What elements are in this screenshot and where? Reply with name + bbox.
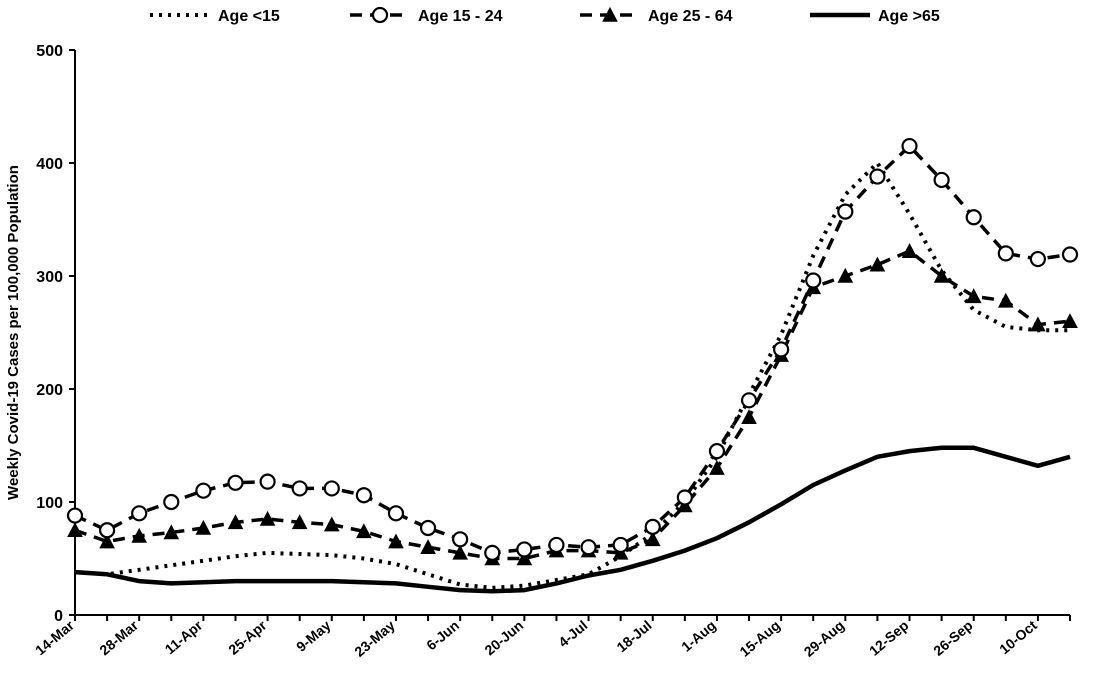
marker-age_15_24 [838, 205, 852, 219]
marker-age_15_24 [485, 546, 499, 560]
marker-age_15_24 [1063, 248, 1077, 262]
marker-age_15_24 [582, 540, 596, 554]
marker-age_15_24 [68, 509, 82, 523]
marker-age_15_24 [678, 490, 692, 504]
marker-age_15_24 [325, 481, 339, 495]
legend-label: Age >65 [878, 8, 940, 25]
marker-age_15_24 [293, 481, 307, 495]
y-tick-label: 200 [36, 382, 63, 399]
marker-age_15_24 [870, 170, 884, 184]
marker-age_15_24 [453, 532, 467, 546]
marker-age_15_24 [132, 506, 146, 520]
marker-age_15_24 [935, 173, 949, 187]
marker-age_15_24 [517, 542, 531, 556]
legend-label: Age 25 - 64 [648, 8, 733, 25]
marker-age_15_24 [228, 476, 242, 490]
legend-label: Age 15 - 24 [418, 8, 503, 25]
marker-age_15_24 [421, 521, 435, 535]
y-tick-label: 300 [36, 269, 63, 286]
y-tick-label: 100 [36, 495, 63, 512]
marker-age_15_24 [196, 484, 210, 498]
marker-age_15_24 [742, 393, 756, 407]
marker-age_15_24 [389, 506, 403, 520]
marker-age_15_24 [549, 538, 563, 552]
y-tick-label: 400 [36, 156, 63, 173]
marker-age_15_24 [806, 274, 820, 288]
marker-age_15_24 [967, 210, 981, 224]
marker-age_15_24 [710, 444, 724, 458]
marker-age_15_24 [1031, 252, 1045, 266]
y-tick-label: 500 [36, 43, 63, 60]
y-axis-label: Weekly Covid-19 Cases per 100,000 Popula… [5, 165, 22, 500]
chart-container: 010020030040050014-Mar28-Mar11-Apr25-Apr… [0, 0, 1095, 696]
marker-age_15_24 [903, 139, 917, 153]
marker-age_15_24 [999, 246, 1013, 260]
marker-age_15_24 [646, 520, 660, 534]
marker-age_15_24 [614, 538, 628, 552]
legend-label: Age <15 [218, 8, 280, 25]
marker-age_15_24 [164, 495, 178, 509]
y-axis-label-group: Weekly Covid-19 Cases per 100,000 Popula… [5, 165, 22, 500]
line-chart: 010020030040050014-Mar28-Mar11-Apr25-Apr… [0, 0, 1095, 696]
marker-age_15_24 [357, 488, 371, 502]
chart-bg [0, 0, 1095, 696]
marker-age_15_24 [774, 342, 788, 356]
marker-age_15_24 [100, 523, 114, 537]
marker-age_15_24 [261, 475, 275, 489]
legend-swatch-marker [373, 8, 387, 22]
